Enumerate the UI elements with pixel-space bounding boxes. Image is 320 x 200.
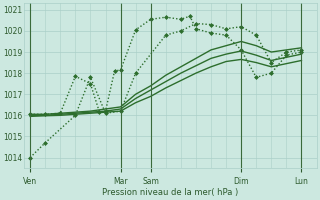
X-axis label: Pression niveau de la mer( hPa ): Pression niveau de la mer( hPa ) xyxy=(102,188,238,197)
